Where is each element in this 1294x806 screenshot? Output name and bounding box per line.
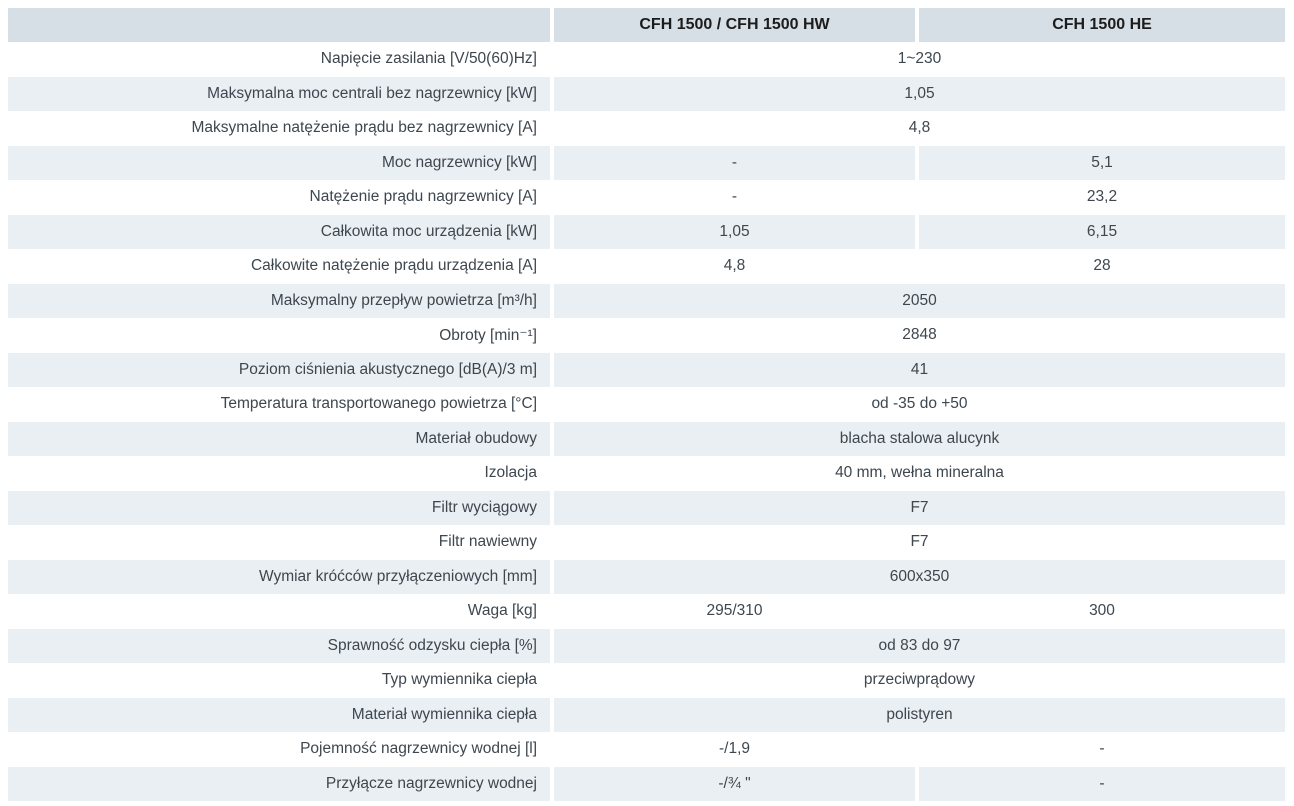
table-row: Maksymalny przepływ powietrza [m³/h] 2050: [8, 283, 1285, 318]
row-value-merged: 1~230: [897, 50, 942, 68]
table-row: Materiał obudowy blacha stalowa alucynk: [8, 421, 1285, 456]
row-value-merged: blacha stalowa alucynk: [554, 421, 1285, 456]
table-row: Temperatura transportowanego powietrza […: [8, 387, 1285, 422]
header-col2: CFH 1500 HE: [919, 8, 1285, 42]
row-value-merged: F7: [554, 490, 1285, 525]
row-value-col1: -: [554, 145, 915, 180]
table-row: Całkowita moc urządzenia [kW] 1,05 6,15: [8, 214, 1285, 249]
row-value-merged: 2050: [554, 283, 1285, 318]
row-value-merged: przeciwprądowy: [863, 671, 976, 689]
row-label: Obroty [min⁻¹]: [439, 326, 537, 344]
row-value-col2: 300: [1089, 602, 1115, 620]
row-value-col2: 23,2: [1086, 188, 1118, 206]
table-row: Przyłącze nagrzewnicy wodnej -/¾ " -: [8, 766, 1285, 801]
table-row: Wymiar króćców przyłączeniowych [mm] 600x…: [8, 559, 1285, 594]
row-label: Poziom ciśnienia akustycznego [dB(A)/3 m…: [8, 352, 550, 387]
row-label: Izolacja: [484, 464, 537, 482]
row-value-merged: od -35 do +50: [871, 395, 968, 413]
row-label: Filtr wyciągowy: [8, 490, 550, 525]
row-value-col2: -: [919, 766, 1285, 801]
table-row: Materiał wymiennika ciepła polistyren: [8, 697, 1285, 732]
row-value-col2: 6,15: [919, 214, 1285, 249]
row-label: Maksymalny przepływ powietrza [m³/h]: [8, 283, 550, 318]
row-value-col2: -: [1099, 740, 1105, 758]
row-label: Przyłącze nagrzewnicy wodnej: [8, 766, 550, 801]
row-label: Materiał obudowy: [8, 421, 550, 456]
row-value-merged: 600x350: [554, 559, 1285, 594]
table-row: Pojemność nagrzewnicy wodnej [l] -/1,9 -: [8, 732, 1285, 767]
row-label: Filtr nawiewny: [438, 533, 537, 551]
row-value-col1: 4,8: [723, 257, 746, 275]
row-value-col1: 1,05: [554, 214, 915, 249]
table-row: Całkowite natężenie prądu urządzenia [A]…: [8, 249, 1285, 284]
table-row: Moc nagrzewnicy [kW] -5,1: [8, 145, 1285, 180]
row-value-merged: od 83 do 97: [554, 628, 1285, 663]
table-row: Napięcie zasilania [V/50(60)Hz] 1~230: [8, 42, 1285, 77]
table-row: Maksymalne natężenie prądu bez nagrzewni…: [8, 111, 1285, 146]
row-label: Wymiar króćców przyłączeniowych [mm]: [8, 559, 550, 594]
row-label: Natężenie prądu nagrzewnicy [A]: [309, 188, 537, 206]
row-value-merged: 4,8: [908, 119, 931, 137]
table-row: Izolacja 40 mm, wełna mineralna: [8, 456, 1285, 491]
table-row: Typ wymiennika ciepła przeciwprądowy: [8, 663, 1285, 698]
row-value-col2: 28: [1093, 257, 1111, 275]
row-label: Sprawność odzysku ciepła [%]: [8, 628, 550, 663]
row-value-merged: 41: [554, 352, 1285, 387]
row-label: Całkowite natężenie prądu urządzenia [A]: [250, 257, 537, 275]
table-row: Obroty [min⁻¹] 2848: [8, 318, 1285, 353]
row-label: Napięcie zasilania [V/50(60)Hz]: [320, 50, 537, 68]
header-col1: CFH 1500 / CFH 1500 HW: [554, 8, 915, 42]
table-row: Poziom ciśnienia akustycznego [dB(A)/3 m…: [8, 352, 1285, 387]
row-value-col1: -/¾ ": [554, 766, 915, 801]
row-value-col1: -/1,9: [718, 740, 750, 758]
row-value-col2: 5,1: [919, 145, 1285, 180]
row-label: Materiał wymiennika ciepła: [8, 697, 550, 732]
row-value-merged: 40 mm, wełna mineralna: [835, 464, 1004, 482]
spec-table: CFH 1500 / CFH 1500 HW CFH 1500 HE Napię…: [8, 8, 1285, 801]
row-label: Maksymalna moc centrali bez nagrzewnicy …: [8, 76, 550, 111]
table-row: Sprawność odzysku ciepła [%] od 83 do 97: [8, 628, 1285, 663]
row-value-col1: 295/310: [706, 602, 763, 620]
table-body: Napięcie zasilania [V/50(60)Hz] 1~230 Maks…: [8, 42, 1285, 801]
row-label: Temperatura transportowanego powietrza […: [220, 395, 537, 413]
row-value-merged: 2848: [902, 326, 937, 344]
row-value-merged: polistyren: [554, 697, 1285, 732]
table-row: Filtr wyciągowy F7: [8, 490, 1285, 525]
table-row: Maksymalna moc centrali bez nagrzewnicy …: [8, 76, 1285, 111]
table-header-row: CFH 1500 / CFH 1500 HW CFH 1500 HE: [8, 8, 1285, 42]
row-label: Całkowita moc urządzenia [kW]: [8, 214, 550, 249]
table-row: Natężenie prądu nagrzewnicy [A] - 23,2: [8, 180, 1285, 215]
header-label-cell: [8, 8, 550, 42]
table-row: Waga [kg] 295/310 300: [8, 594, 1285, 629]
row-value-col1: -: [731, 188, 738, 206]
row-label: Moc nagrzewnicy [kW]: [8, 145, 550, 180]
table-row: Filtr nawiewny F7: [8, 525, 1285, 560]
row-value-merged: 1,05: [554, 76, 1285, 111]
row-label: Maksymalne natężenie prądu bez nagrzewni…: [191, 119, 538, 137]
row-label: Pojemność nagrzewnicy wodnej [l]: [300, 740, 537, 758]
row-label: Typ wymiennika ciepła: [381, 671, 537, 689]
row-value-merged: F7: [910, 533, 929, 551]
row-label: Waga [kg]: [467, 602, 537, 620]
